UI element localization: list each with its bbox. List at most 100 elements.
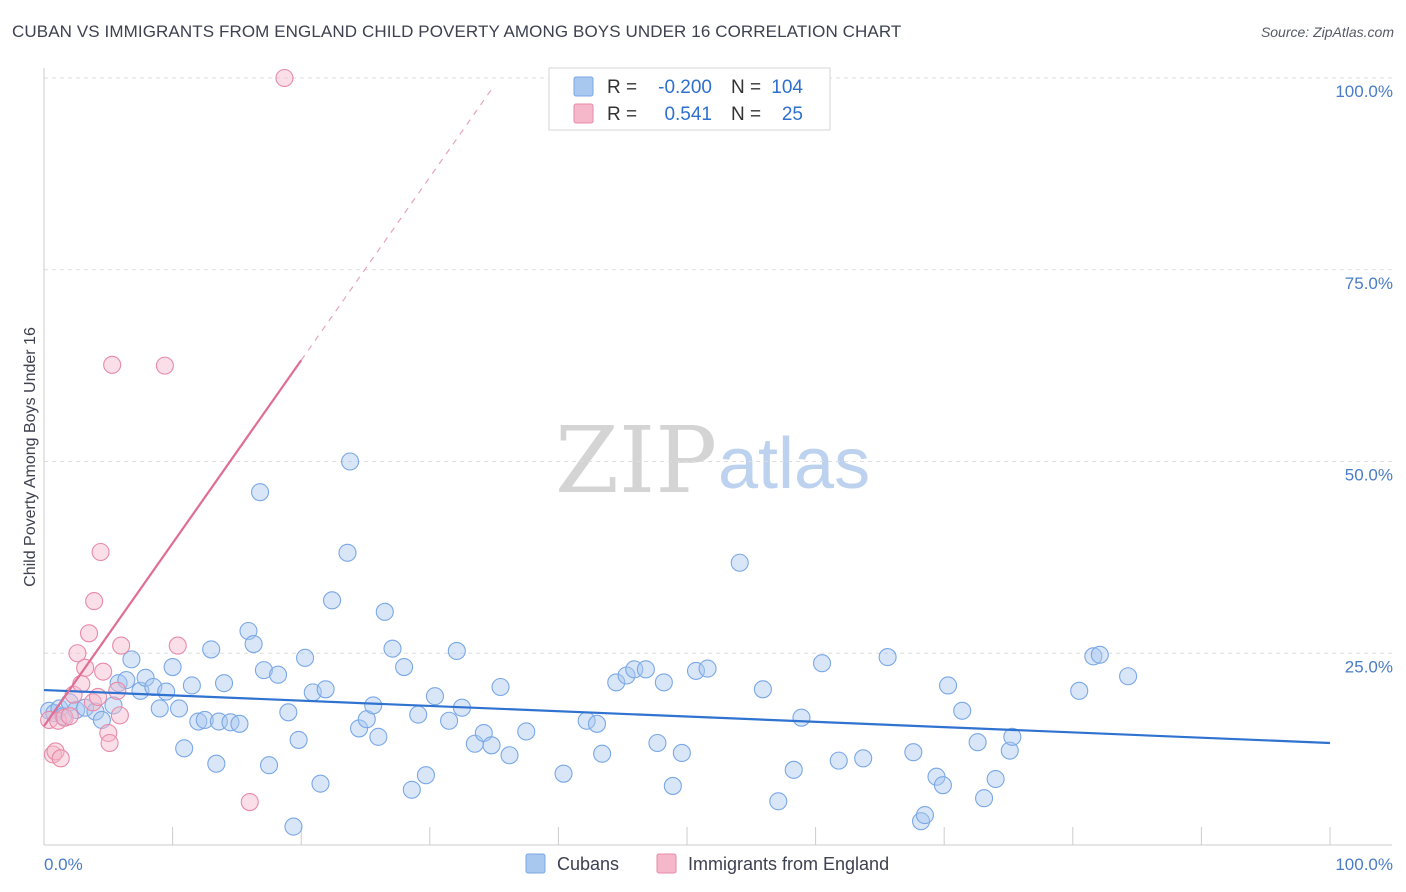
- point-s0-23: [195, 710, 214, 730]
- chart-title: CUBAN VS IMMIGRANTS FROM ENGLAND CHILD P…: [12, 22, 902, 41]
- x-tick-label-1: 100.0%: [1335, 855, 1393, 874]
- point-s1-23: [168, 636, 187, 655]
- point-s0-39: [296, 648, 315, 667]
- point-s0-89: [904, 743, 923, 762]
- point-s0-33: [254, 661, 273, 680]
- point-s0-79: [698, 659, 717, 678]
- point-s0-27: [214, 674, 234, 693]
- point-s1-4: [51, 749, 70, 768]
- series-legend-swatch-england: [656, 853, 677, 874]
- y-tick-label-3: 100.0%: [1335, 82, 1393, 101]
- point-s0-55: [416, 766, 435, 785]
- point-s1-9: [72, 674, 91, 693]
- point-s0-21: [182, 676, 201, 695]
- point-s1-8: [68, 644, 87, 663]
- point-s0-85: [812, 654, 832, 673]
- point-s0-81: [753, 680, 772, 699]
- point-s0-22: [189, 712, 208, 731]
- point-s0-18: [163, 658, 182, 677]
- series-legend-label-cubans: Cubans: [557, 854, 619, 874]
- series-legend-label-england: Immigrants from England: [688, 854, 889, 874]
- point-s0-43: [323, 591, 342, 610]
- axes: [43, 68, 1392, 846]
- legend-n-label-cubans: N =: [731, 77, 761, 98]
- legend-swatch-england: [573, 103, 594, 124]
- watermark-atlas: atlas: [718, 424, 870, 504]
- point-s0-91: [915, 806, 934, 825]
- point-s0-100: [1003, 727, 1022, 746]
- legend-r-label-england: R =: [607, 104, 637, 125]
- y-tick-label-0: 25.0%: [1345, 657, 1393, 676]
- point-s0-44: [341, 452, 360, 471]
- point-s0-102: [1084, 647, 1103, 666]
- point-s1-25: [240, 792, 259, 812]
- point-s0-34: [259, 756, 279, 775]
- point-s0-97: [975, 789, 994, 808]
- x-tick-label-0: 0.0%: [44, 855, 83, 874]
- point-s0-49: [369, 727, 388, 746]
- point-s0-9: [104, 696, 123, 715]
- y-axis-label: Child Poverty Among Boys Under 16: [22, 327, 39, 587]
- point-s0-37: [284, 817, 303, 836]
- legend-frame: [548, 67, 831, 131]
- point-s0-98: [986, 769, 1005, 789]
- point-s0-51: [383, 639, 402, 658]
- series-legend: Cubans Immigrants from England: [525, 853, 889, 874]
- watermark-zip: ZIP: [555, 407, 717, 514]
- legend-swatch-cubans: [573, 76, 594, 97]
- point-s0-17: [157, 682, 176, 701]
- point-s0-78: [686, 661, 706, 680]
- point-s0-73: [636, 660, 655, 679]
- point-s0-24: [202, 640, 221, 659]
- point-s1-20: [108, 681, 127, 700]
- point-s1-24: [155, 356, 174, 375]
- point-s0-68: [587, 714, 607, 733]
- point-s0-63: [491, 677, 510, 697]
- point-s1-6: [60, 707, 79, 726]
- point-s0-99: [1000, 741, 1019, 760]
- point-s0-87: [854, 749, 873, 768]
- legend-n-label-england: N =: [731, 104, 761, 125]
- point-s0-93: [933, 776, 952, 795]
- point-s0-101: [1070, 681, 1089, 700]
- point-s1-15: [91, 542, 110, 562]
- point-s0-28: [221, 713, 240, 732]
- point-s0-36: [279, 703, 298, 722]
- point-s0-75: [654, 673, 673, 692]
- point-s0-62: [482, 736, 501, 755]
- point-s0-53: [402, 780, 421, 799]
- data-points: [40, 68, 1138, 836]
- point-s0-65: [517, 722, 536, 741]
- trend-line-s0: [43, 688, 1331, 745]
- point-s0-64: [500, 746, 519, 765]
- y-tick-label-2: 75.0%: [1345, 274, 1393, 293]
- point-s1-19: [103, 355, 122, 374]
- point-s0-66: [554, 764, 573, 783]
- point-s0-12: [122, 650, 141, 669]
- point-s1-11: [79, 624, 99, 643]
- point-s0-103: [1090, 645, 1109, 664]
- point-s0-54: [409, 705, 428, 724]
- point-s1-12: [83, 693, 102, 712]
- point-s0-45: [350, 719, 369, 738]
- series-1-points: [40, 68, 294, 812]
- point-s0-16: [150, 699, 169, 718]
- point-s0-35: [269, 665, 288, 684]
- point-s0-41: [311, 774, 330, 793]
- watermark: ZIP atlas: [555, 407, 870, 514]
- point-s0-52: [395, 658, 414, 677]
- point-s0-19: [169, 699, 189, 718]
- point-s0-88: [878, 648, 897, 667]
- point-s0-70: [607, 673, 626, 692]
- point-s0-50: [375, 602, 394, 621]
- point-s1-13: [85, 592, 104, 611]
- y-tick-label-1: 50.0%: [1345, 466, 1393, 485]
- point-s1-16: [94, 662, 113, 681]
- point-s0-76: [663, 776, 682, 795]
- point-s0-104: [1119, 667, 1138, 686]
- legend-n-value-england: 25: [782, 104, 803, 125]
- y-tick-labels: 25.0% 50.0% 75.0% 100.0%: [1335, 82, 1393, 676]
- point-s0-84: [792, 708, 811, 727]
- legend-r-value-cubans: -0.200: [658, 77, 712, 98]
